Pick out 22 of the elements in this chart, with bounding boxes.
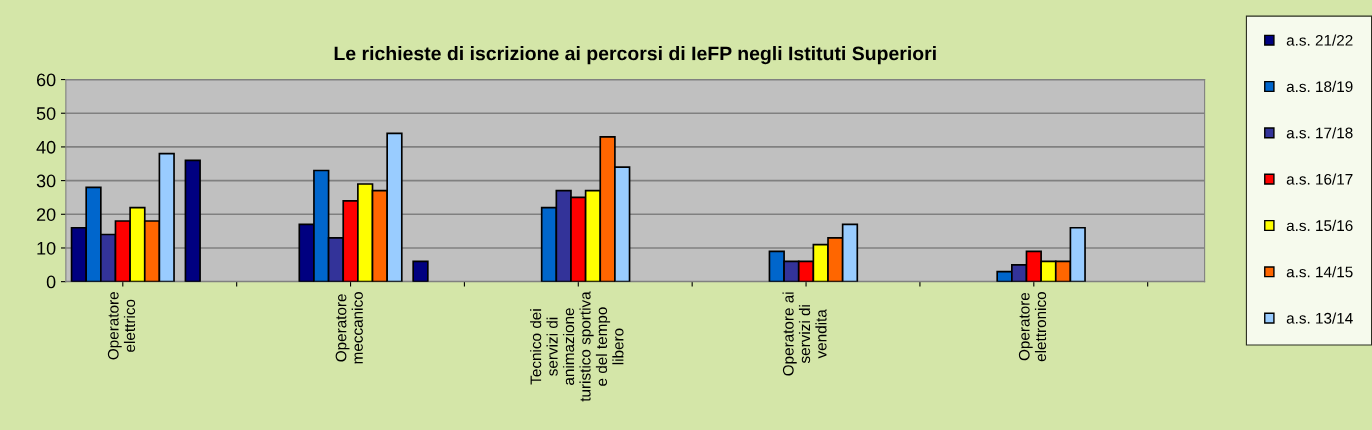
x-tick-label: Operatore meccanico — [335, 292, 363, 364]
x-tick-label: Tecnico dei servizi di animazione turistico sportiva e del tempo libero — [530, 291, 624, 402]
y-tick-label: 40 — [36, 140, 56, 154]
x-tick-label: Operatore elettronico — [1018, 292, 1047, 362]
y-tick-label: 50 — [36, 107, 56, 120]
x-tick-label: Operatore elettrico — [107, 292, 136, 360]
legend-label: a.s. 21/22 — [1286, 34, 1353, 46]
chart-title: Le richieste di iscrizione ai percorsi di IeFP negli Istituti Superiori — [334, 46, 936, 65]
legend-label: a.s. 18/19 — [1286, 80, 1353, 93]
y-tick-label: 10 — [37, 241, 56, 255]
legend-label: a.s. 15/16 — [1286, 219, 1353, 232]
legend-label: a.s. 13/14 — [1286, 312, 1353, 324]
bar — [184, 159, 201, 282]
legend-label: a.s. 14/15 — [1286, 266, 1353, 278]
bar — [412, 260, 429, 282]
y-tick-label: 20 — [36, 208, 56, 221]
legend-label: a.s. 17/18 — [1286, 127, 1353, 139]
x-tick-label: Operatore ai servizi di vendita — [782, 292, 827, 376]
legend-label: a.s. 16/17 — [1286, 173, 1353, 185]
y-tick-label: 30 — [36, 174, 56, 188]
y-tick-label: 0 — [46, 275, 56, 289]
y-tick-label: 60 — [36, 73, 56, 87]
